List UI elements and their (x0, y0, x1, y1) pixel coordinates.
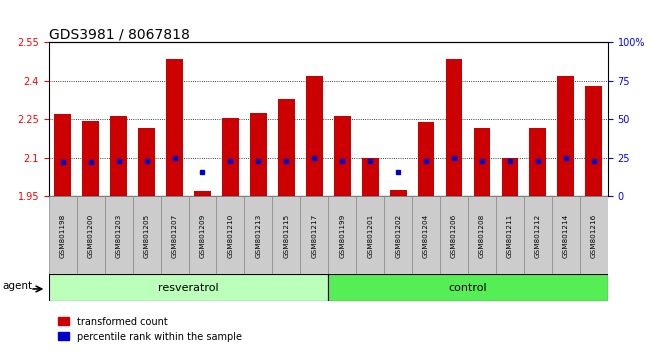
Text: GSM801202: GSM801202 (395, 213, 401, 257)
Text: GSM801208: GSM801208 (479, 213, 485, 257)
Bar (446, 59, 462, 196)
Text: GSM801205: GSM801205 (144, 213, 150, 257)
Bar (502, 158, 518, 196)
Bar (49, 274, 328, 301)
Bar (384, 196, 412, 274)
Bar (300, 196, 328, 274)
Text: GSM801207: GSM801207 (172, 213, 177, 257)
Bar (334, 116, 350, 196)
Bar (55, 114, 71, 196)
Text: GDS3981 / 8067818: GDS3981 / 8067818 (49, 27, 190, 41)
Text: GSM801199: GSM801199 (339, 213, 345, 257)
Text: GSM801211: GSM801211 (507, 213, 513, 257)
Bar (328, 196, 356, 274)
Text: GSM801203: GSM801203 (116, 213, 122, 257)
Text: GSM801216: GSM801216 (591, 213, 597, 257)
Bar (586, 86, 602, 196)
Bar (356, 196, 384, 274)
Bar (111, 116, 127, 196)
Bar (580, 196, 608, 274)
Bar (418, 122, 434, 196)
Text: GSM801204: GSM801204 (423, 213, 429, 257)
Text: GSM801215: GSM801215 (283, 213, 289, 257)
Text: GSM801206: GSM801206 (451, 213, 457, 257)
Text: GSM801201: GSM801201 (367, 213, 373, 257)
Bar (328, 274, 608, 301)
Bar (133, 196, 161, 274)
Text: resveratrol: resveratrol (158, 282, 219, 293)
Text: GSM801198: GSM801198 (60, 213, 66, 257)
Text: GSM801213: GSM801213 (255, 213, 261, 257)
Bar (194, 191, 211, 196)
Bar (552, 196, 580, 274)
Text: GSM801212: GSM801212 (535, 213, 541, 257)
Legend: transformed count, percentile rank within the sample: transformed count, percentile rank withi… (53, 313, 246, 346)
Bar (440, 196, 468, 274)
Text: GSM801210: GSM801210 (227, 213, 233, 257)
Bar (166, 59, 183, 196)
Bar (558, 76, 574, 196)
Bar (222, 118, 239, 196)
Bar (474, 129, 490, 196)
Text: GSM801217: GSM801217 (311, 213, 317, 257)
Bar (362, 158, 378, 196)
Bar (530, 129, 546, 196)
Bar (77, 196, 105, 274)
Text: agent: agent (3, 281, 32, 291)
Text: GSM801209: GSM801209 (200, 213, 205, 257)
Text: control: control (448, 282, 488, 293)
Bar (83, 121, 99, 196)
Bar (188, 196, 216, 274)
Bar (524, 196, 552, 274)
Bar (244, 196, 272, 274)
Bar (105, 196, 133, 274)
Bar (49, 196, 77, 274)
Bar (278, 99, 294, 196)
Bar (390, 190, 406, 196)
Bar (216, 196, 244, 274)
Bar (161, 196, 188, 274)
Bar (250, 113, 266, 196)
Text: GSM801200: GSM801200 (88, 213, 94, 257)
Bar (138, 129, 155, 196)
Bar (468, 196, 496, 274)
Bar (496, 196, 524, 274)
Text: GSM801214: GSM801214 (563, 213, 569, 257)
Bar (272, 196, 300, 274)
Bar (412, 196, 440, 274)
Bar (306, 76, 322, 196)
